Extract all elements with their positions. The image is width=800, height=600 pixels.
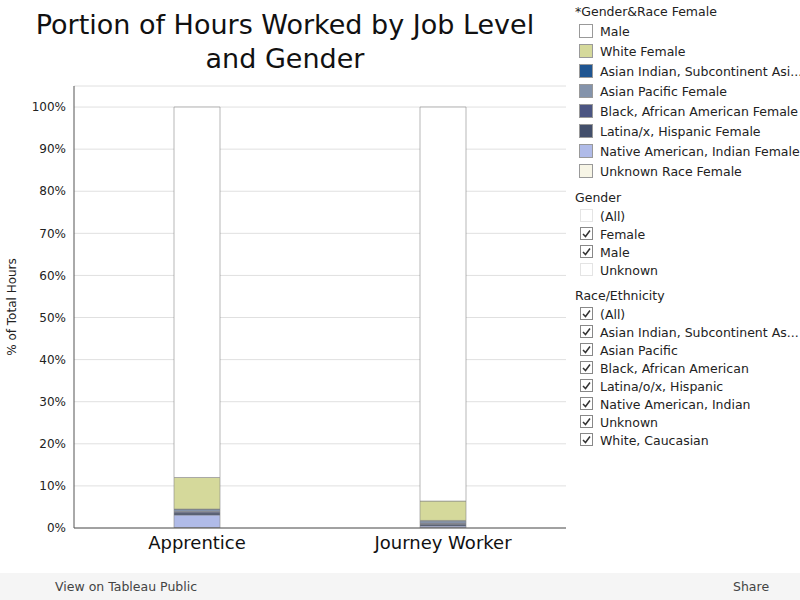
html-text:White, Caucasian: White, Caucasian: [600, 432, 709, 448]
html-text:Male: Male: [600, 244, 630, 260]
html-text:Native American, Indian Female: Native American, Indian Female: [600, 143, 800, 159]
svg-text:Journey Worker: Journey Worker: [373, 532, 512, 553]
html-text:Latina/x, Hispanic Female: Latina/x, Hispanic Female: [600, 123, 761, 139]
html-text:Latina/o/x, Hispanic: Latina/o/x, Hispanic: [600, 378, 724, 394]
svg-text:60%: 60%: [39, 269, 66, 283]
svg-text:20%: 20%: [39, 437, 66, 451]
html-text:Unknown: Unknown: [600, 414, 658, 430]
html-text:Asian Pacific Female: Asian Pacific Female: [600, 83, 727, 99]
svg-text:40%: 40%: [39, 353, 66, 367]
html-text:Share: Share: [733, 579, 770, 594]
html-text:Portion of Hours Worked by Job: Portion of Hours Worked by Job Level and…: [35, 9, 535, 74]
svg-text:0%: 0%: [47, 521, 66, 535]
html-text:View on Tableau Public: View on Tableau Public: [55, 579, 198, 594]
svg-text:30%: 30%: [39, 395, 66, 409]
html-text:White Female: White Female: [600, 43, 686, 59]
html-text:Female: Female: [600, 226, 646, 242]
svg-text:70%: 70%: [39, 227, 66, 241]
svg-text:Apprentice: Apprentice: [148, 532, 246, 553]
svg-text:50%: 50%: [39, 311, 66, 325]
html-text:Male: Male: [600, 23, 630, 39]
svg-text:80%: 80%: [39, 184, 66, 198]
html-text:Unknown Race Female: Unknown Race Female: [600, 163, 742, 179]
html-text:Race/Ethnicity: Race/Ethnicity: [575, 288, 665, 303]
svg-text:90%: 90%: [39, 142, 66, 156]
html-text:(All): (All): [600, 208, 626, 224]
html-text:Gender: Gender: [575, 190, 622, 205]
html-text:Asian Indian, Subcontinent As.: Asian Indian, Subcontinent As...: [600, 324, 799, 340]
html-text:Black, African American: Black, African American: [600, 360, 749, 376]
svg-text:% of Total Hours: % of Total Hours: [8, 258, 19, 356]
html-text:Asian Pacific: Asian Pacific: [600, 342, 678, 358]
svg-text:100%: 100%: [32, 100, 66, 114]
html-text:(All): (All): [600, 306, 626, 322]
html-text:Native American, Indian: Native American, Indian: [600, 396, 751, 412]
svg-text:10%: 10%: [39, 479, 66, 493]
html-text:*Gender&Race Female: *Gender&Race Female: [575, 4, 717, 19]
html-text:Black, African American Female: Black, African American Female: [600, 103, 798, 119]
html-text:Unknown: Unknown: [600, 262, 658, 278]
